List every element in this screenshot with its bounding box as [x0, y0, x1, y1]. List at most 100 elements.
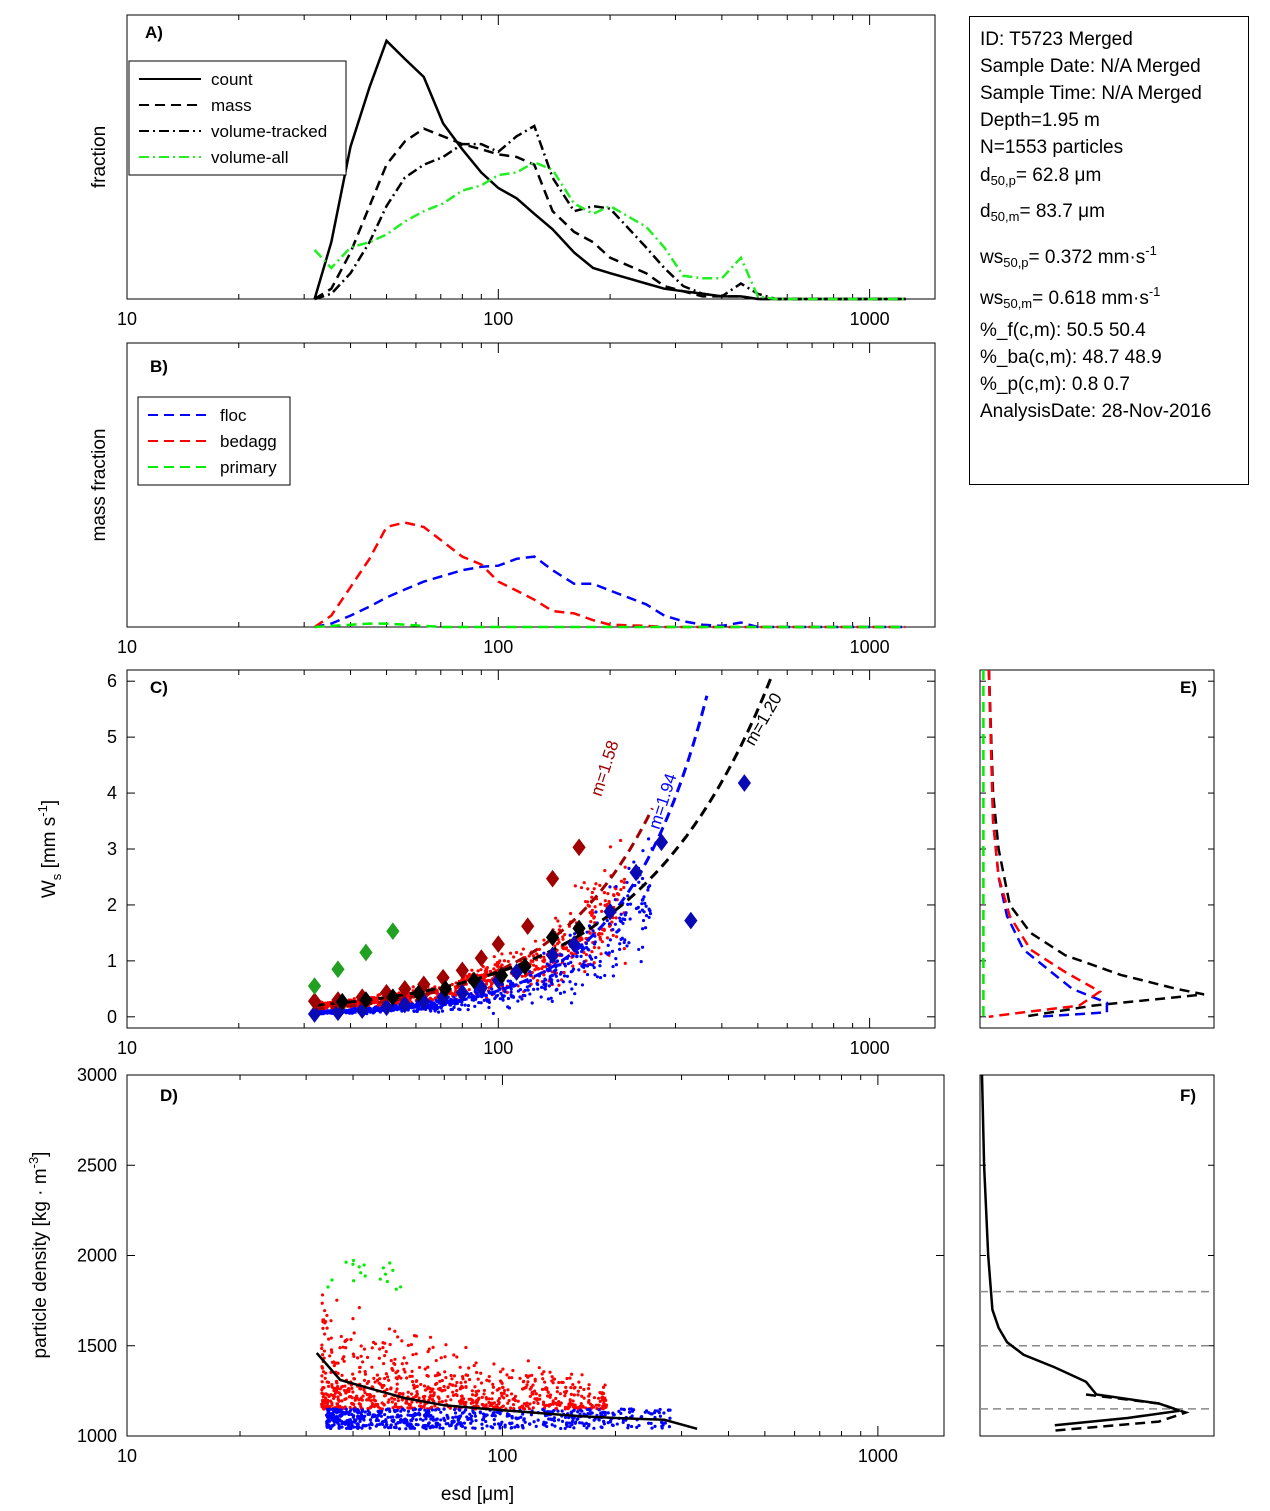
panel-d-point-bedagg	[443, 1355, 447, 1359]
panel-c-mean-all	[411, 984, 426, 1003]
panel-c-point-bedagg	[585, 900, 590, 904]
panel-d-point-bedagg	[330, 1383, 334, 1387]
panel-c-point-floc	[607, 922, 612, 926]
panel-d-xlabel: esd [μm]	[441, 1484, 514, 1505]
panel-d-point-floc	[351, 1415, 355, 1419]
panel-d-point-bedagg	[592, 1396, 597, 1400]
panel-d-point-bedagg	[403, 1370, 407, 1374]
panel-d-point-bedagg	[383, 1341, 387, 1345]
panel-c-point-floc	[570, 987, 574, 991]
info-d50m: d50,m= 83.7 μm	[980, 201, 1105, 224]
panel-d-point-bedagg	[412, 1334, 417, 1338]
panel-d-point-floc	[473, 1414, 478, 1418]
panel-d-point-bedagg	[320, 1343, 324, 1347]
panel-d-point-bedagg	[444, 1375, 448, 1380]
panel-c-point-floc	[549, 980, 553, 985]
sample-info-box: ID: T5723 Merged Sample Date: N/A Merged…	[969, 16, 1249, 485]
panel-c-point-floc	[577, 968, 581, 972]
panel-d-point-floc	[647, 1421, 651, 1425]
panel-d-point-bedagg	[412, 1386, 416, 1390]
panel-d-point-bedagg	[501, 1385, 505, 1390]
panel-c-point-bedagg	[556, 919, 560, 923]
panel-d-point-bedagg	[400, 1362, 404, 1366]
panel-d-point-primary	[394, 1287, 398, 1291]
panel-d-point-bedagg	[517, 1406, 522, 1410]
panel-d-point-bedagg	[455, 1389, 459, 1393]
panel-c-point-floc	[455, 1001, 459, 1006]
panel-a-x-tick-label: 1000	[850, 309, 890, 329]
panel-d-point-bedagg	[380, 1401, 384, 1405]
panel-d-point-primary	[398, 1285, 403, 1289]
panel-c-point-floc	[566, 962, 570, 966]
panel-d-point-floc	[459, 1423, 463, 1427]
panel-d-point-floc	[542, 1420, 546, 1424]
panel-d-point-bedagg	[535, 1396, 539, 1401]
panel-d-point-bedagg	[473, 1385, 477, 1389]
panel-a-x-tick-label: 100	[483, 309, 513, 329]
panel-d-point-bedagg	[397, 1392, 401, 1396]
panel-d-point-bedagg	[350, 1401, 354, 1405]
panel-d-point-bedagg	[385, 1387, 389, 1392]
panel-d-point-floc	[637, 1423, 641, 1428]
panel-d-point-floc	[426, 1422, 431, 1426]
panel-d-point-bedagg	[511, 1368, 515, 1373]
panel-d-point-bedagg	[433, 1404, 437, 1408]
panel-c-point-bedagg	[542, 938, 546, 942]
panel-d-point-bedagg	[412, 1383, 416, 1387]
panel-c-point-bedagg	[622, 880, 626, 885]
panel-c-point-floc	[618, 947, 622, 951]
panel-d-point-floc	[463, 1426, 467, 1430]
panel-d-point-floc	[384, 1424, 388, 1428]
panel-c-point-floc	[571, 954, 575, 958]
panel-d-point-floc	[402, 1408, 406, 1412]
panel-c-point-bedagg	[598, 902, 603, 906]
panel-c-point-floc	[452, 995, 456, 999]
panel-c-point-floc	[575, 951, 580, 955]
panel-c-point-floc	[611, 974, 616, 978]
panel-c-point-floc	[580, 983, 585, 987]
panel-d-point-bedagg	[336, 1397, 340, 1402]
panel-d-point-bedagg	[355, 1356, 360, 1360]
panel-c-point-bedagg	[485, 979, 489, 983]
panel-d-point-bedagg	[393, 1329, 397, 1333]
panel-d-point-bedagg	[569, 1372, 574, 1376]
panel-d-x-tick-label: 10	[117, 1446, 137, 1466]
panel-d-point-bedagg	[571, 1382, 575, 1387]
panel-c-point-floc	[555, 960, 559, 964]
panel-d-point-bedagg	[491, 1385, 495, 1389]
panel-c-point-bedagg	[488, 969, 493, 973]
panel-d-y-tick-label: 1000	[77, 1426, 117, 1446]
panel-c-point-bedagg	[614, 916, 618, 920]
panel-d-point-bedagg	[351, 1390, 355, 1394]
panel-c-point-floc	[554, 968, 558, 972]
panel-d-point-floc	[326, 1409, 330, 1413]
panel-c-point-bedagg	[485, 968, 489, 972]
panel-d-point-floc	[628, 1410, 632, 1414]
panel-c-point-floc	[472, 998, 476, 1002]
panel-c-point-bedagg	[596, 932, 601, 937]
panel-c-point-bedagg	[563, 932, 567, 937]
panel-d-point-bedagg	[489, 1401, 493, 1405]
panel-c-point-bedagg	[622, 877, 627, 881]
panel-d-point-floc	[560, 1419, 565, 1423]
panel-d-point-bedagg	[396, 1335, 400, 1339]
panel-d-point-floc	[592, 1426, 596, 1430]
panel-d-point-bedagg	[470, 1389, 474, 1393]
panel-d-point-floc	[520, 1424, 525, 1428]
panel-c-point-floc	[324, 1010, 328, 1014]
panel-d-point-floc	[572, 1408, 576, 1412]
panel-d-point-bedagg	[417, 1365, 422, 1370]
panel-c-point-floc	[636, 905, 640, 909]
panel-d-point-bedagg	[464, 1400, 468, 1404]
panel-d-point-floc	[503, 1423, 507, 1427]
panel-d-point-bedagg	[389, 1386, 393, 1390]
panel-d-point-bedagg	[342, 1388, 347, 1393]
panel-c-point-floc	[628, 917, 632, 921]
panel-c-point-floc	[485, 998, 489, 1002]
panel-d-point-floc	[565, 1424, 569, 1428]
panel-d-point-bedagg	[361, 1360, 365, 1364]
panel-c-point-bedagg	[622, 885, 626, 890]
panel-d-point-bedagg	[422, 1384, 427, 1388]
panel-c-label: C)	[150, 678, 168, 697]
panel-d-point-bedagg	[358, 1402, 362, 1406]
